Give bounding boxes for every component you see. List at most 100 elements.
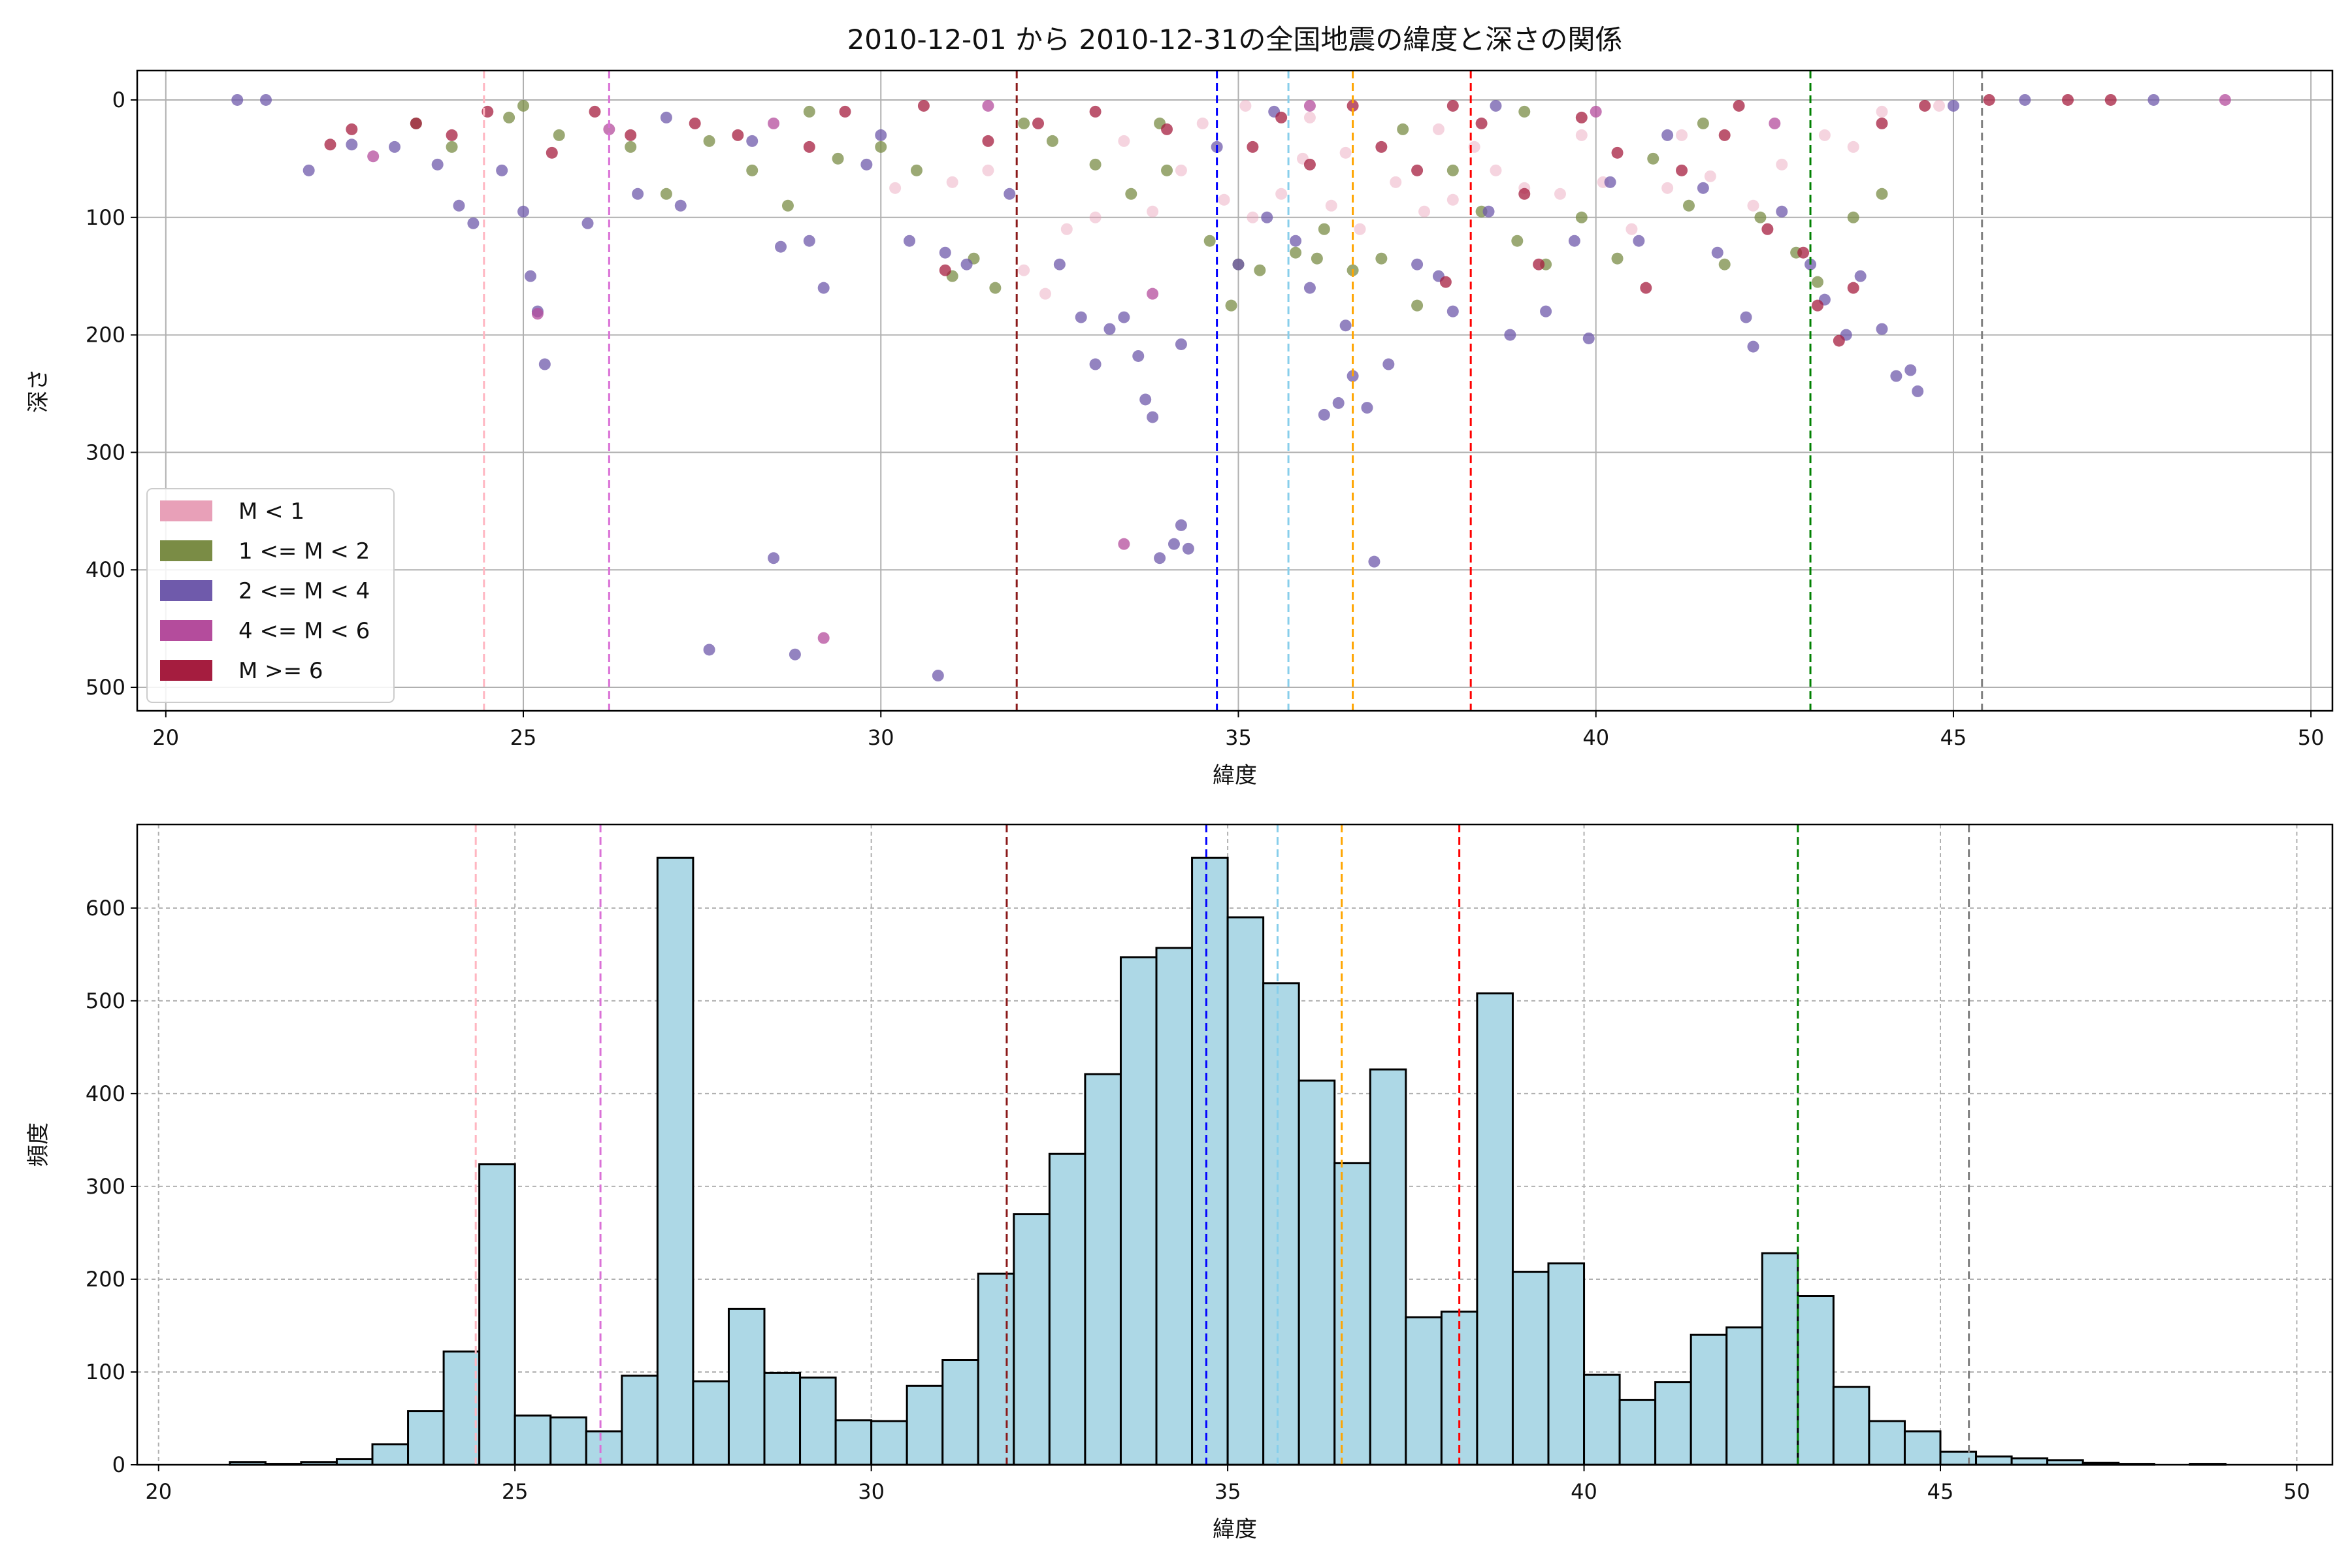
scatter-point (781, 199, 794, 212)
scatter-point (603, 123, 615, 135)
scatter-legend-label: 1 <= M < 2 (238, 538, 370, 564)
scatter-point (1018, 117, 1030, 129)
scatter-point (1876, 188, 1888, 200)
histogram-x-tick-label: 50 (2283, 1479, 2310, 1504)
scatter-panel: 20 25 30 35 40 45 50 0 100 200 300 400 500 緯度 深さ M … (25, 69, 2334, 789)
scatter-point (689, 117, 701, 129)
scatter-point (789, 648, 801, 661)
scatter-point (1303, 158, 1316, 171)
chart-title: 2010-12-01 から 2010-12-31の全国地震の緯度と深さの関係 (847, 24, 1623, 56)
scatter-point (1118, 538, 1130, 550)
scatter-point (1533, 258, 1545, 270)
scatter-point (1032, 117, 1045, 129)
scatter-point (1290, 246, 1302, 259)
histogram-plot-frame (136, 823, 2334, 1466)
scatter-point (1239, 99, 1252, 112)
scatter-point (1568, 235, 1580, 247)
scatter-point (503, 111, 515, 123)
histogram-bar (1690, 1333, 1728, 1466)
scatter-point (839, 105, 851, 118)
histogram-bar (1191, 857, 1229, 1466)
scatter-point (625, 129, 637, 141)
scatter-point (1661, 129, 1674, 141)
scatter-point (2104, 93, 2117, 106)
histogram-x-tick-label: 45 (1927, 1479, 1954, 1504)
scatter-point (817, 282, 830, 294)
scatter-point (1168, 538, 1180, 550)
scatter-point (817, 632, 830, 644)
histogram-bar (1618, 1399, 1657, 1466)
scatter-point (589, 105, 601, 118)
histogram-bar (1369, 1068, 1407, 1466)
scatter-point (1203, 235, 1216, 247)
scatter-point (1161, 123, 1173, 135)
histogram-y-tick-label: 300 (86, 1174, 125, 1199)
scatter-point (1254, 264, 1266, 276)
scatter-point (982, 135, 994, 147)
scatter-point (1125, 188, 1137, 200)
histogram-bar (1511, 1271, 1550, 1466)
scatter-point (660, 188, 672, 200)
scatter-legend-swatch (160, 500, 212, 521)
histogram-bar (906, 1384, 944, 1466)
histogram-bar (1975, 1455, 2013, 1466)
scatter-point (1697, 182, 1709, 194)
scatter-point (989, 282, 1002, 294)
scatter-point (1196, 117, 1209, 129)
scatter-point (467, 217, 480, 229)
scatter-point (1139, 393, 1152, 406)
histogram-bar (1476, 992, 1514, 1466)
scatter-point (1354, 223, 1366, 235)
histogram-bar (656, 857, 694, 1466)
scatter-point (1132, 350, 1145, 362)
scatter-legend: M < 1 1 <= M < 2 2 <= M < 4 4 <= M < 6 M >= … (146, 488, 395, 703)
scatter-point (932, 670, 944, 682)
scatter-point (1776, 158, 1788, 171)
scatter-point (1089, 105, 1102, 118)
scatter-point (538, 358, 551, 370)
histogram-x-axis-label: 緯度 (1213, 1516, 1257, 1543)
scatter-point (768, 552, 780, 564)
scatter-point (803, 140, 815, 153)
histogram-x-tick-label: 30 (858, 1479, 885, 1504)
histogram-bar (692, 1380, 730, 1466)
histogram-bar (834, 1419, 873, 1466)
scatter-point (1411, 164, 1424, 176)
histogram-bar (870, 1420, 908, 1466)
scatter-y-tick-label: 100 (86, 205, 125, 230)
scatter-grid (137, 71, 2332, 711)
scatter-point (1089, 211, 1102, 223)
scatter-point (889, 182, 902, 194)
scatter-point (1368, 555, 1380, 568)
scatter-point (1397, 123, 1409, 135)
scatter-point (1318, 408, 1330, 421)
scatter-point (1375, 140, 1388, 153)
scatter-point (1446, 193, 1459, 206)
histogram-bar (371, 1443, 410, 1466)
scatter-point (1147, 287, 1159, 300)
scatter-point (1075, 311, 1087, 323)
scatter-point (1303, 99, 1316, 112)
scatter-point (1418, 205, 1431, 218)
scatter-point (1876, 117, 1888, 129)
scatter-legend-label: M >= 6 (238, 658, 323, 684)
scatter-point (1847, 211, 1859, 223)
histogram-x-tick-label: 20 (145, 1479, 172, 1504)
scatter-point (1004, 188, 1016, 200)
scatter-point (1718, 258, 1731, 270)
scatter-point (1218, 193, 1230, 206)
scatter-point (1540, 305, 1552, 318)
histogram-bar (1298, 1079, 1336, 1466)
scatter-point (581, 217, 594, 229)
scatter-point (1361, 402, 1373, 414)
scatter-point (1261, 211, 1273, 223)
scatter-point (1947, 99, 1959, 112)
scatter-point (1754, 211, 1767, 223)
histogram-bar (1939, 1450, 1978, 1466)
scatter-point (2062, 93, 2074, 106)
scatter-point (1175, 164, 1187, 176)
scatter-y-tick-label: 500 (86, 675, 125, 700)
histogram-bar (941, 1359, 979, 1466)
scatter-point (431, 158, 444, 171)
histogram-bar (1832, 1386, 1870, 1466)
